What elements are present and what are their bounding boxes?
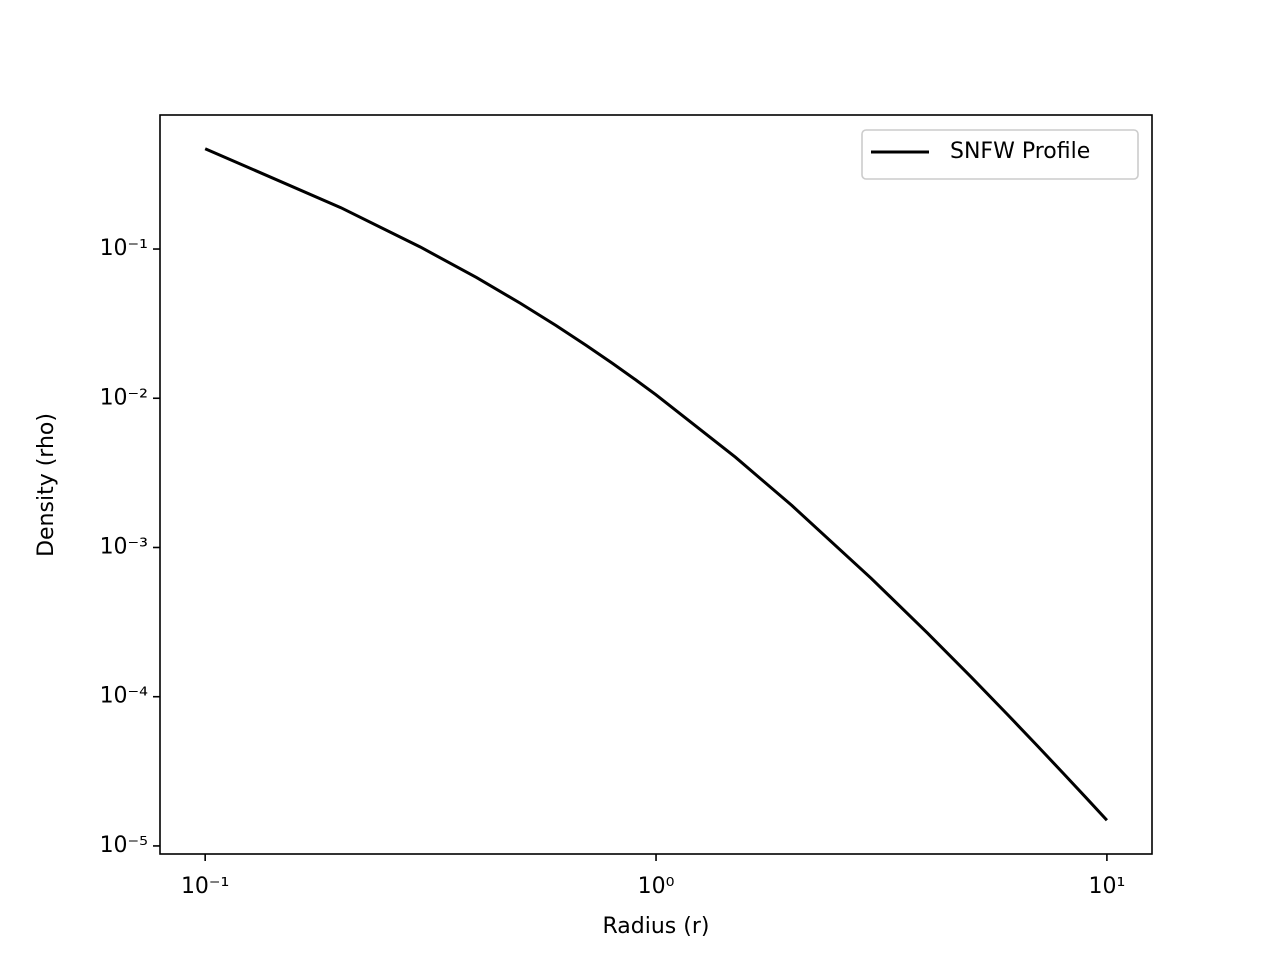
x-axis-label: Radius (r) (603, 914, 710, 939)
y-tick-label: 10⁻¹ (100, 236, 148, 261)
data-line (204, 147, 1109, 822)
y-axis-label: Density (rho) (34, 413, 59, 557)
y-tick-label: 10⁻³ (100, 534, 148, 559)
x-tick-label: 10⁰ (638, 874, 675, 899)
y-tick-label: 10⁻² (100, 385, 148, 410)
legend-label: SNFW Profile (950, 139, 1090, 164)
y-tick-label: 10⁻⁵ (100, 833, 148, 858)
legend-box (861, 129, 1139, 180)
y-tick-label: 10⁻⁴ (100, 684, 149, 709)
x-tick-label: 10¹ (1088, 874, 1125, 899)
x-tick-label: 10⁻¹ (181, 874, 229, 899)
plot-frame (159, 114, 1153, 855)
